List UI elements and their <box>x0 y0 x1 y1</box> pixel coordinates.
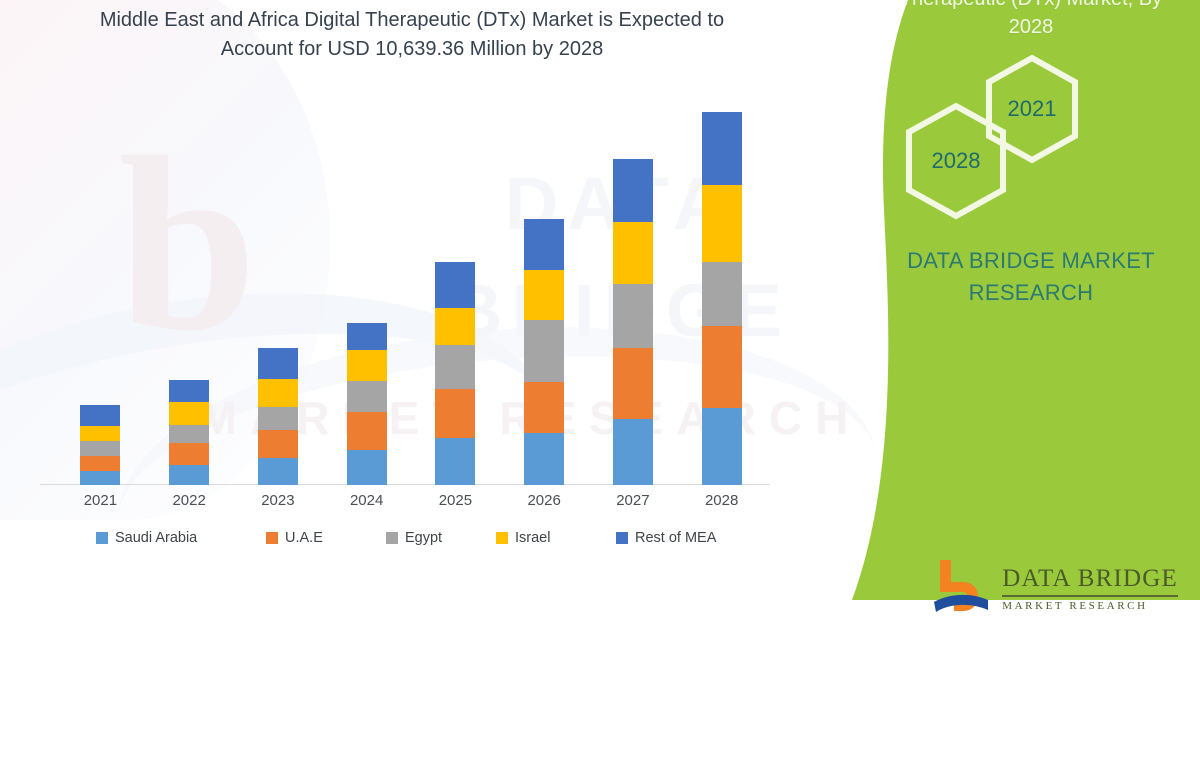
bar-segment <box>80 426 121 442</box>
bar-segment <box>257 406 298 431</box>
green-panel-content: Therapeutic (DTx) Market, By 2028 2028 2… <box>780 0 1200 600</box>
x-axis-label: 2021 <box>83 492 118 509</box>
green-side-panel <box>780 0 1200 600</box>
legend-item[interactable]: Saudi Arabia <box>96 530 197 546</box>
bar-column <box>80 404 121 485</box>
page-title: Middle East and Africa Digital Therapeut… <box>99 9 725 60</box>
bar-column <box>257 348 298 485</box>
bar-segment <box>346 350 387 382</box>
x-axis-label: 2024 <box>349 492 384 509</box>
bar-segment <box>257 430 298 459</box>
bar-column <box>346 322 387 485</box>
bar-segment <box>435 344 476 389</box>
legend-swatch-icon <box>96 532 108 544</box>
panel-brand-text: DATA BRIDGE MARKET RESEARCH <box>907 248 1155 306</box>
bar-segment <box>701 325 742 409</box>
bar-segment <box>701 184 742 262</box>
bar-segment <box>346 322 387 351</box>
bar-segment <box>257 458 298 485</box>
x-axis-label: 2027 <box>616 492 650 509</box>
bridge-logo-icon <box>934 560 989 612</box>
x-axis-label: 2026 <box>527 492 561 509</box>
bar-segment <box>435 307 476 345</box>
bar-segment <box>701 408 742 485</box>
hexagon-outline-icon <box>986 54 1078 164</box>
bar-segment <box>346 412 387 450</box>
legend-item[interactable]: Israel <box>496 530 550 546</box>
legend-item[interactable]: U.A.E <box>266 530 323 546</box>
legend-swatch-icon <box>616 532 628 544</box>
bar-column <box>701 111 742 485</box>
legend-label: Egypt <box>405 530 443 546</box>
bar-segment <box>257 348 298 380</box>
bar-segment <box>169 443 210 465</box>
bar-segment <box>80 456 121 472</box>
bar-column <box>612 158 653 485</box>
bar-segment <box>169 380 210 402</box>
bar-segment <box>524 432 565 485</box>
bar-segment <box>80 441 121 457</box>
logo-title: DATA BRIDGE <box>1002 565 1178 597</box>
bar-segment <box>435 437 476 485</box>
bar-segment <box>169 464 210 485</box>
bar-segment <box>612 348 653 419</box>
green-panel-shape <box>852 0 1200 600</box>
legend-swatch-icon <box>266 532 278 544</box>
legend-item[interactable]: Egypt <box>386 530 442 546</box>
x-axis-line <box>40 484 770 485</box>
logo-text: DATA BRIDGE MARKET RESEARCH <box>1002 565 1178 616</box>
bar-segment <box>701 111 742 185</box>
bar-segment <box>612 418 653 485</box>
bar-segment <box>435 388 476 438</box>
bar-segment <box>701 261 742 326</box>
bar-segment <box>612 158 653 222</box>
legend-swatch-icon <box>386 532 398 544</box>
watermark-logo-mark: b <box>118 106 257 383</box>
bar-segment <box>257 379 298 407</box>
legend-label: Israel <box>515 530 551 546</box>
bar-segment <box>80 471 121 485</box>
hexagon-badge-2028-label: 2028 <box>931 148 981 174</box>
hexagon-badge-2028: 2028 <box>902 101 1010 221</box>
bar-segment <box>612 283 653 349</box>
stacked-bar-plot <box>56 100 766 485</box>
bar-segment <box>524 270 565 321</box>
bar-segment <box>524 320 565 383</box>
chart-area: Middle East and Africa Digital Therapeut… <box>40 9 770 546</box>
bar-segment <box>524 382 565 433</box>
hexagon-badges: 2028 2021 <box>876 54 1186 220</box>
data-bridge-logo: DATA BRIDGE MARKET RESEARCH <box>934 554 1178 616</box>
bar-segment <box>169 401 210 426</box>
bar-segment <box>169 425 210 444</box>
hexagon-badge-2021: 2021 <box>982 53 1082 165</box>
x-axis-labels: 2021 2022 2023 2024 2025 2026 2027 2028 <box>56 492 766 522</box>
hexagon-badge-2021-label: 2021 <box>1007 96 1057 122</box>
bar-segment <box>346 449 387 485</box>
legend-swatch-icon <box>496 532 508 544</box>
bar-column <box>169 380 210 485</box>
legend-label: Rest of MEA <box>635 530 717 546</box>
logo-subtitle: MARKET RESEARCH <box>1002 600 1148 612</box>
hexagon-outline-icon <box>906 102 1006 220</box>
panel-title: Therapeutic (DTx) Market, By 2028 <box>900 0 1162 38</box>
bar-segment <box>435 261 476 308</box>
x-axis-label: 2023 <box>261 492 295 509</box>
legend-label: U.A.E <box>285 530 323 546</box>
bar-segment <box>612 221 653 284</box>
legend-item[interactable]: Rest of MEA <box>616 530 716 546</box>
bar-segment <box>80 404 121 427</box>
bar-column <box>435 261 476 485</box>
bar-segment <box>346 381 387 413</box>
legend-label: Saudi Arabia <box>115 530 198 546</box>
bar-column <box>524 218 565 485</box>
x-axis-label: 2028 <box>704 492 739 509</box>
bar-segment <box>524 218 565 271</box>
x-axis-label: 2025 <box>438 492 473 509</box>
x-axis-label: 2022 <box>172 492 206 509</box>
